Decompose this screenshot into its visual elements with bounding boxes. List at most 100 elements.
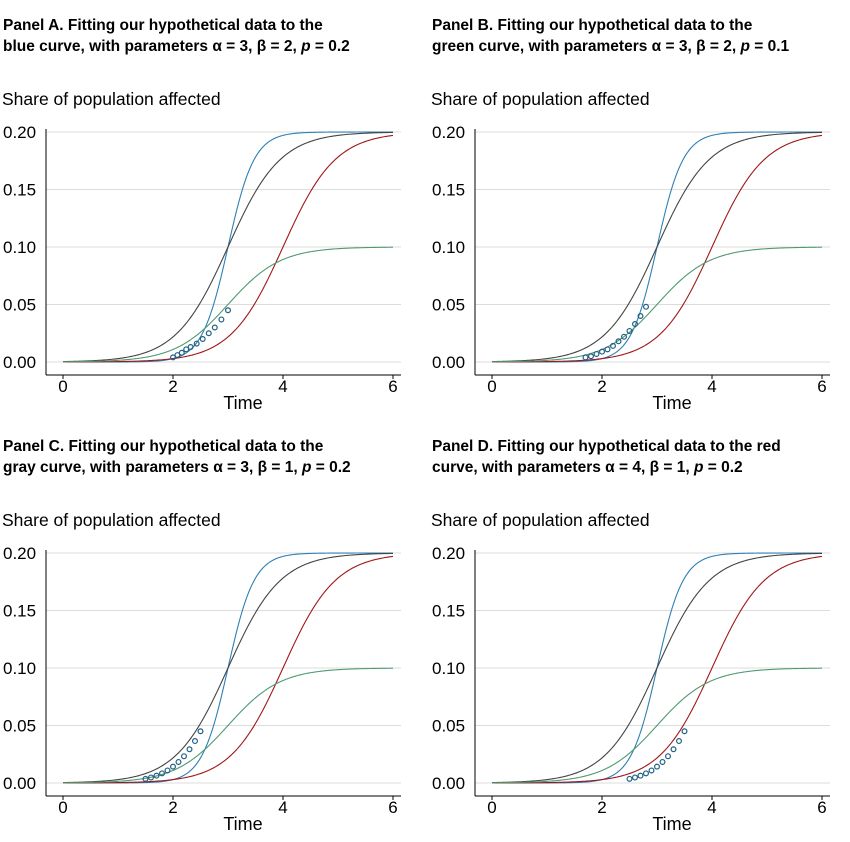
data-point bbox=[192, 738, 199, 745]
chart-plot: 0.00 0.05 0.10 0.15 0.20 0 2 4 6 Time bbox=[3, 544, 401, 834]
data-point bbox=[681, 728, 688, 735]
y-tick-label: 0.00 bbox=[432, 353, 465, 372]
x-tick-label: 4 bbox=[707, 377, 716, 396]
y-tick-label: 0.10 bbox=[432, 659, 465, 678]
x-tick-label: 4 bbox=[707, 798, 716, 817]
data-point bbox=[626, 327, 633, 334]
y-tick-label: 0.20 bbox=[3, 544, 36, 563]
data-point bbox=[193, 340, 200, 347]
data-point bbox=[588, 353, 595, 360]
data-point bbox=[205, 330, 212, 337]
panel-title-line2: curve, with parameters α = 4, β = 1, p =… bbox=[432, 459, 743, 476]
y-tick-label: 0.00 bbox=[3, 774, 36, 793]
series-line bbox=[62, 131, 394, 363]
x-axis-label: Time bbox=[223, 814, 262, 834]
data-point bbox=[174, 352, 181, 359]
panel-title-line2: blue curve, with parameters α = 3, β = 2… bbox=[3, 38, 350, 55]
data-point bbox=[183, 346, 190, 353]
data-point bbox=[676, 738, 683, 745]
x-tick-label: 6 bbox=[388, 377, 397, 396]
data-point bbox=[626, 775, 633, 782]
data-point bbox=[637, 772, 644, 779]
series-line bbox=[492, 555, 823, 784]
y-axis-label: Share of population affected bbox=[2, 89, 221, 109]
x-tick-label: 0 bbox=[58, 798, 67, 817]
data-point bbox=[211, 324, 218, 331]
data-point bbox=[632, 321, 639, 328]
data-point bbox=[582, 354, 589, 361]
data-point bbox=[637, 313, 644, 320]
y-tick-label: 0.05 bbox=[3, 296, 36, 315]
series-line bbox=[492, 134, 823, 363]
data-point bbox=[610, 342, 617, 349]
data-point bbox=[170, 354, 177, 361]
data-point bbox=[599, 348, 606, 355]
x-tick-label: 6 bbox=[388, 798, 397, 817]
panel-title: Panel B. Fitting our hypothetical data t… bbox=[432, 15, 850, 57]
data-point bbox=[225, 307, 232, 314]
x-tick-label: 2 bbox=[597, 377, 606, 396]
chart-plot: 0.00 0.05 0.10 0.15 0.20 0 2 4 6 Time bbox=[432, 544, 830, 834]
panel-c: Panel C. Fitting our hypothetical data t… bbox=[0, 421, 425, 842]
data-point bbox=[164, 767, 171, 774]
y-tick-label: 0.10 bbox=[3, 659, 36, 678]
data-point bbox=[218, 316, 225, 323]
panel-title-line2: green curve, with parameters α = 3, β = … bbox=[432, 38, 790, 55]
panel-title-line1: Panel D. Fitting our hypothetical data t… bbox=[432, 438, 781, 455]
series-line bbox=[491, 552, 823, 784]
x-tick-label: 4 bbox=[278, 798, 287, 817]
y-tick-label: 0.05 bbox=[3, 717, 36, 736]
y-tick-label: 0.15 bbox=[432, 602, 465, 621]
chart-plot: 0.00 0.05 0.10 0.15 0.20 0 2 4 6 Time bbox=[432, 123, 830, 413]
data-point bbox=[187, 344, 194, 351]
panel-title-line1: Panel B. Fitting our hypothetical data t… bbox=[432, 17, 753, 34]
data-point bbox=[654, 763, 661, 770]
y-tick-label: 0.05 bbox=[432, 296, 465, 315]
series-line bbox=[62, 552, 394, 784]
x-tick-label: 6 bbox=[817, 798, 826, 817]
data-point bbox=[604, 346, 611, 353]
y-axis-label: Share of population affected bbox=[431, 510, 650, 530]
data-point bbox=[142, 775, 149, 782]
data-point bbox=[186, 746, 193, 753]
series-line bbox=[491, 131, 823, 363]
x-axis-label: Time bbox=[223, 393, 262, 413]
x-tick-label: 6 bbox=[817, 377, 826, 396]
y-tick-label: 0.10 bbox=[3, 238, 36, 257]
data-point bbox=[178, 349, 185, 356]
y-tick-label: 0.20 bbox=[432, 544, 465, 563]
y-tick-label: 0.05 bbox=[432, 717, 465, 736]
x-tick-label: 0 bbox=[487, 377, 496, 396]
panel-title: Panel D. Fitting our hypothetical data t… bbox=[432, 436, 850, 478]
chart-plot: 0.00 0.05 0.10 0.15 0.20 0 2 4 6 Time bbox=[3, 123, 401, 413]
panel-title-line1: Panel C. Fitting our hypothetical data t… bbox=[3, 438, 324, 455]
data-point bbox=[621, 333, 628, 340]
data-point bbox=[665, 753, 672, 760]
data-point bbox=[197, 728, 204, 735]
data-point bbox=[181, 753, 188, 760]
data-point bbox=[648, 767, 655, 774]
x-tick-label: 0 bbox=[487, 798, 496, 817]
series-line bbox=[491, 667, 823, 784]
panel-title-line2: gray curve, with parameters α = 3, β = 1… bbox=[3, 459, 351, 476]
x-tick-label: 4 bbox=[278, 377, 287, 396]
y-axis-label: Share of population affected bbox=[431, 89, 650, 109]
y-tick-label: 0.10 bbox=[432, 238, 465, 257]
y-tick-label: 0.00 bbox=[3, 353, 36, 372]
data-point bbox=[615, 338, 622, 345]
data-point bbox=[643, 303, 650, 310]
data-point bbox=[170, 763, 177, 770]
data-point bbox=[148, 774, 155, 781]
y-tick-label: 0.15 bbox=[3, 602, 36, 621]
data-point bbox=[643, 770, 650, 777]
x-tick-label: 2 bbox=[168, 798, 177, 817]
data-point bbox=[159, 770, 166, 777]
y-tick-label: 0.20 bbox=[3, 123, 36, 142]
data-point bbox=[632, 774, 639, 781]
data-point bbox=[199, 336, 206, 343]
y-tick-label: 0.00 bbox=[432, 774, 465, 793]
x-axis-label: Time bbox=[652, 814, 691, 834]
data-point bbox=[593, 350, 600, 357]
data-point bbox=[670, 746, 677, 753]
panel-a: Panel A. Fitting our hypothetical data t… bbox=[0, 0, 425, 421]
